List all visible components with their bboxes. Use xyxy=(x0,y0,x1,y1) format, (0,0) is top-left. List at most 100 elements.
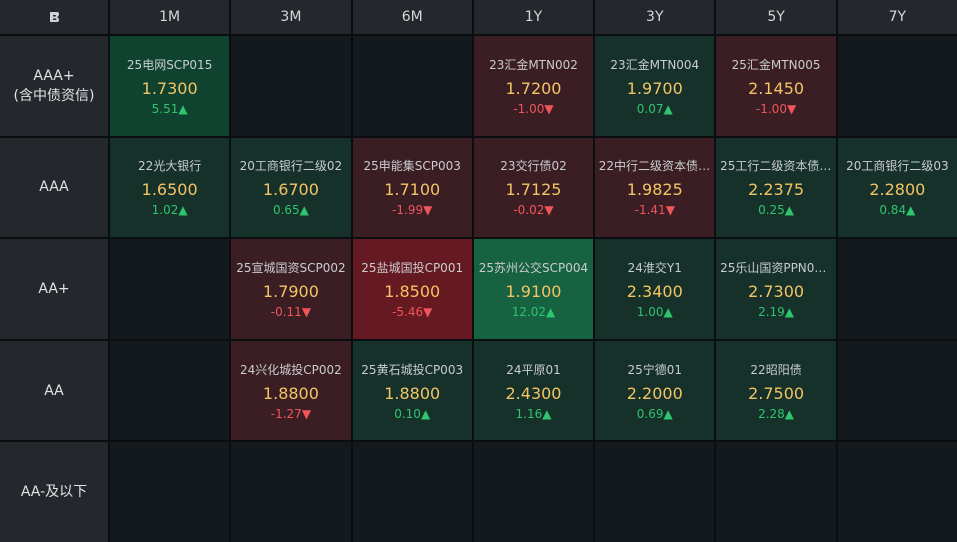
triangle-up-icon: ▲ xyxy=(546,304,556,319)
yield-change-value: 2.19 xyxy=(758,304,785,319)
bond-cell[interactable]: 24淮交Y1 2.3400 1.00▲ xyxy=(595,239,715,339)
bond-cell[interactable]: 25申能集SCP003 1.7100 -1.99▼ xyxy=(352,137,472,238)
empty-cell xyxy=(837,36,957,136)
tenor-header-6m[interactable]: 6M xyxy=(352,0,472,34)
yield-change: 5.51▲ xyxy=(152,102,188,116)
bond-name: 25黄石城投CP003 xyxy=(361,362,464,377)
bond-name: 20工商银行二级03 xyxy=(846,159,949,174)
yield-change: 0.65▲ xyxy=(273,203,309,217)
empty-cell xyxy=(595,442,715,542)
yield-change: 0.84▲ xyxy=(879,203,915,217)
yield-change-value: 0.65 xyxy=(272,203,300,218)
tenor-header-3y[interactable]: 3Y xyxy=(595,0,715,34)
yield-change-value: -5.46 xyxy=(392,304,424,319)
bond-name: 25汇金MTN005 xyxy=(731,57,821,72)
bond-name: 22昭阳债 xyxy=(750,362,802,377)
bond-yield: 2.1450 xyxy=(748,78,805,98)
rating-label-line: AA xyxy=(44,382,64,399)
yield-change-value: 12.02 xyxy=(511,304,547,319)
bond-name: 22光大银行 xyxy=(138,159,202,174)
yield-change-value: -0.02 xyxy=(513,203,545,218)
bond-name: 25乐山国资PPN003B xyxy=(720,260,833,275)
bond-yield: 1.9825 xyxy=(626,180,683,200)
bond-cell[interactable]: 25电网SCP015 1.7300 5.51▲ xyxy=(110,36,230,136)
rating-row-label: AA-及以下 xyxy=(0,442,108,542)
bond-cell[interactable]: 25宁德01 2.2000 0.69▲ xyxy=(595,340,715,441)
bond-cell[interactable]: 24兴化城投CP002 1.8800 -1.27▼ xyxy=(231,340,351,441)
triangle-down-icon: ▼ xyxy=(544,203,554,218)
tenor-header-1m[interactable]: 1M xyxy=(110,0,230,34)
empty-cell xyxy=(231,36,351,136)
yield-change-value: 0.07 xyxy=(636,101,664,116)
tenor-header-1y[interactable]: 1Y xyxy=(473,0,594,34)
triangle-up-icon: ▲ xyxy=(663,304,673,319)
bond-cell[interactable]: 25宣城国资SCP002 1.7900 -0.11▼ xyxy=(231,239,351,339)
bond-yield: 1.7200 xyxy=(505,78,562,98)
rating-label-line: AA+ xyxy=(38,280,70,297)
tenor-header-5y[interactable]: 5Y xyxy=(716,0,836,34)
bond-cell[interactable]: 23交行债02 1.7125 -0.02▼ xyxy=(473,137,594,238)
bond-cell[interactable]: 20工商银行二级02 1.6700 0.65▲ xyxy=(231,137,351,238)
bond-cell[interactable]: 25汇金MTN005 2.1450 -1.00▼ xyxy=(716,36,836,136)
triangle-up-icon: ▲ xyxy=(663,101,673,116)
bond-name: 23汇金MTN004 xyxy=(610,57,700,72)
bond-yield: 1.7125 xyxy=(505,180,562,200)
yield-change-value: -1.27 xyxy=(270,406,302,421)
rating-row-label: AAA xyxy=(0,137,108,238)
bond-cell[interactable]: 22光大银行 1.6500 1.02▲ xyxy=(110,137,230,238)
yield-change: 0.10▲ xyxy=(394,407,430,421)
yield-change-value: -1.41 xyxy=(634,203,666,218)
tenor-header-3m[interactable]: 3M xyxy=(231,0,351,34)
bond-name: 25宁德01 xyxy=(627,362,683,377)
rating-row-label: AAA+ (含中债资信) xyxy=(0,36,108,136)
yield-change-value: 0.84 xyxy=(879,203,907,218)
yield-change-value: -1.00 xyxy=(755,101,787,116)
yield-change-value: 1.02 xyxy=(151,203,179,218)
bond-yield: 2.2000 xyxy=(626,383,683,403)
triangle-up-icon: ▲ xyxy=(784,406,795,421)
yield-change: 0.69▲ xyxy=(637,407,673,421)
rating-label-line: AAA+ xyxy=(33,67,75,84)
bond-yield: 1.6500 xyxy=(141,180,198,200)
bond-cell[interactable]: 23汇金MTN004 1.9700 0.07▲ xyxy=(595,36,715,136)
bond-cell[interactable]: 25黄石城投CP003 1.8800 0.10▲ xyxy=(352,340,472,441)
yield-change: -1.41▼ xyxy=(635,203,675,217)
yield-change-value: 2.28 xyxy=(758,406,785,421)
empty-cell xyxy=(837,442,957,542)
bond-yield: 1.8800 xyxy=(384,383,441,403)
bond-cell[interactable]: 24平原01 2.4300 1.16▲ xyxy=(473,340,594,441)
bond-name: 25工行二级资本债01 xyxy=(720,159,833,174)
yield-change-value: 5.51 xyxy=(151,101,179,116)
bond-cell[interactable]: 25工行二级资本债01 2.2375 0.25▲ xyxy=(716,137,836,238)
bond-cell[interactable]: 23汇金MTN002 1.7200 -1.00▼ xyxy=(473,36,594,136)
empty-cell xyxy=(352,36,472,136)
yield-change-value: -1.00 xyxy=(513,101,545,116)
bond-yield: 1.7300 xyxy=(141,78,198,98)
triangle-down-icon: ▼ xyxy=(301,406,312,421)
yield-change: 2.19▲ xyxy=(758,305,794,319)
yield-change: -0.11▼ xyxy=(271,305,311,319)
bond-yield: 1.7900 xyxy=(262,281,319,301)
triangle-down-icon: ▼ xyxy=(786,101,797,116)
yield-change-value: 1.16 xyxy=(515,406,543,421)
bond-cell[interactable]: 25乐山国资PPN003B 2.7300 2.19▲ xyxy=(716,239,836,339)
yield-change: 0.25▲ xyxy=(758,203,794,217)
triangle-down-icon: ▼ xyxy=(665,203,675,218)
bond-cell[interactable]: 22中行二级资本债01 1.9825 -1.41▼ xyxy=(595,137,715,238)
triangle-up-icon: ▲ xyxy=(784,203,795,218)
bond-cell[interactable]: 25盐城国投CP001 1.8500 -5.46▼ xyxy=(352,239,472,339)
yield-change-value: 1.00 xyxy=(636,304,664,319)
bond-cell[interactable]: 22昭阳债 2.7500 2.28▲ xyxy=(716,340,836,441)
yield-change: 0.07▲ xyxy=(637,102,673,116)
bond-yield: 1.6700 xyxy=(262,180,319,200)
triangle-up-icon: ▲ xyxy=(420,406,431,421)
tenor-header-7y[interactable]: 7Y xyxy=(837,0,957,34)
bond-name: 23交行债02 xyxy=(500,159,567,174)
bond-cell[interactable]: 20工商银行二级03 2.2800 0.84▲ xyxy=(837,137,957,238)
triangle-down-icon: ▼ xyxy=(544,101,554,116)
yield-change: 1.16▲ xyxy=(516,407,552,421)
yield-change: -1.00▼ xyxy=(756,102,796,116)
bond-cell[interactable]: 25苏州公交SCP004 1.9100 12.02▲ xyxy=(473,239,594,339)
yield-change: 2.28▲ xyxy=(758,407,794,421)
triangle-up-icon: ▲ xyxy=(663,406,673,421)
